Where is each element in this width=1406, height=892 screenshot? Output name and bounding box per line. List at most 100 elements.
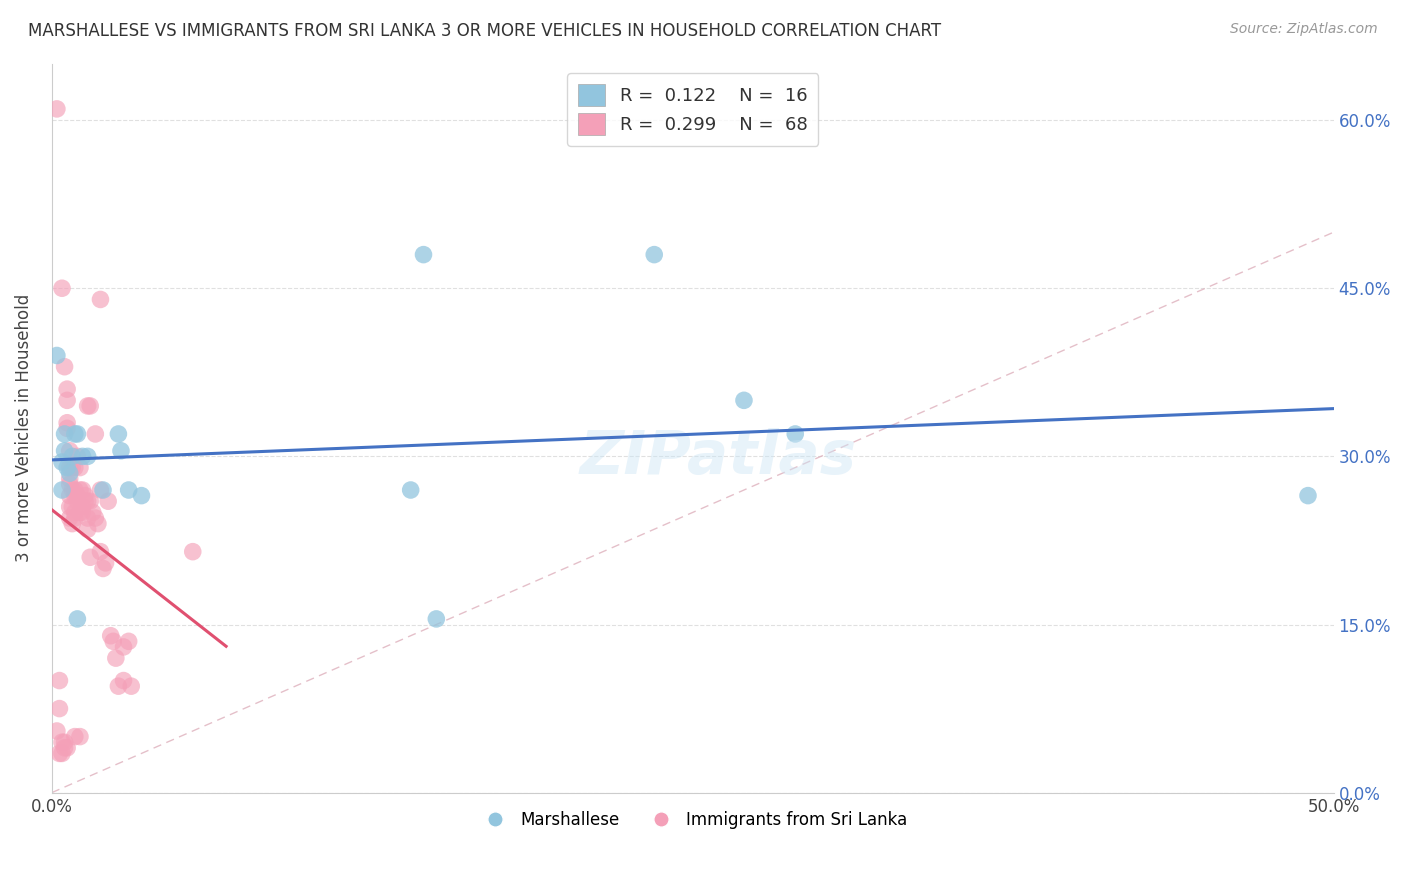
Point — [110, 443, 132, 458]
Point — [53, 359, 76, 374]
Point — [97, 494, 120, 508]
Point — [56, 460, 79, 475]
Point — [56, 416, 79, 430]
Point — [84, 511, 107, 525]
Point — [63, 460, 86, 475]
Point — [118, 634, 141, 648]
Point — [63, 511, 86, 525]
Point — [72, 505, 94, 519]
Point — [1296, 489, 1319, 503]
Point — [94, 556, 117, 570]
Point — [103, 634, 125, 648]
Point — [82, 505, 104, 519]
Point — [785, 427, 807, 442]
Point — [59, 466, 82, 480]
Point — [66, 494, 89, 508]
Point — [45, 349, 67, 363]
Point — [76, 494, 98, 508]
Point — [53, 735, 76, 749]
Point — [118, 483, 141, 497]
Point — [59, 489, 82, 503]
Point — [53, 443, 76, 458]
Point — [69, 460, 91, 475]
Point — [60, 483, 83, 497]
Point — [59, 477, 82, 491]
Point — [45, 102, 67, 116]
Point — [60, 516, 83, 531]
Point — [45, 724, 67, 739]
Point — [51, 483, 73, 497]
Point — [66, 489, 89, 503]
Point — [60, 450, 83, 464]
Point — [181, 544, 204, 558]
Text: Source: ZipAtlas.com: Source: ZipAtlas.com — [1230, 22, 1378, 37]
Point — [75, 494, 97, 508]
Point — [76, 522, 98, 536]
Point — [59, 460, 82, 475]
Point — [76, 450, 98, 464]
Point — [75, 489, 97, 503]
Point — [412, 247, 434, 261]
Point — [51, 747, 73, 761]
Point — [66, 427, 89, 442]
Point — [66, 612, 89, 626]
Point — [48, 701, 70, 715]
Point — [48, 673, 70, 688]
Point — [53, 740, 76, 755]
Point — [48, 747, 70, 761]
Point — [89, 293, 111, 307]
Point — [51, 455, 73, 469]
Point — [91, 483, 114, 497]
Point — [69, 730, 91, 744]
Point — [69, 505, 91, 519]
Point — [59, 511, 82, 525]
Point — [131, 489, 153, 503]
Point — [107, 427, 129, 442]
Point — [91, 561, 114, 575]
Point — [76, 511, 98, 525]
Point — [643, 247, 665, 261]
Point — [79, 494, 101, 508]
Point — [63, 483, 86, 497]
Point — [72, 500, 94, 514]
Point — [87, 516, 110, 531]
Point — [100, 629, 122, 643]
Point — [104, 651, 127, 665]
Point — [63, 427, 86, 442]
Point — [56, 421, 79, 435]
Point — [56, 740, 79, 755]
Point — [89, 483, 111, 497]
Point — [59, 472, 82, 486]
Point — [59, 500, 82, 514]
Point — [66, 450, 89, 464]
Point — [72, 483, 94, 497]
Point — [112, 673, 135, 688]
Legend: Marshallese, Immigrants from Sri Lanka: Marshallese, Immigrants from Sri Lanka — [471, 804, 914, 835]
Point — [60, 500, 83, 514]
Point — [84, 427, 107, 442]
Point — [79, 399, 101, 413]
Point — [72, 450, 94, 464]
Point — [63, 489, 86, 503]
Point — [79, 550, 101, 565]
Point — [107, 679, 129, 693]
Point — [69, 483, 91, 497]
Point — [53, 427, 76, 442]
Point — [120, 679, 142, 693]
Point — [399, 483, 422, 497]
Point — [89, 544, 111, 558]
Point — [425, 612, 447, 626]
Point — [56, 382, 79, 396]
Point — [51, 735, 73, 749]
Point — [60, 460, 83, 475]
Point — [76, 399, 98, 413]
Text: ZIPatlas: ZIPatlas — [579, 428, 856, 487]
Y-axis label: 3 or more Vehicles in Household: 3 or more Vehicles in Household — [15, 294, 32, 563]
Point — [733, 393, 755, 408]
Text: MARSHALLESE VS IMMIGRANTS FROM SRI LANKA 3 OR MORE VEHICLES IN HOUSEHOLD CORRELA: MARSHALLESE VS IMMIGRANTS FROM SRI LANKA… — [28, 22, 941, 40]
Point — [56, 393, 79, 408]
Point — [63, 730, 86, 744]
Point — [59, 443, 82, 458]
Point — [63, 505, 86, 519]
Point — [112, 640, 135, 654]
